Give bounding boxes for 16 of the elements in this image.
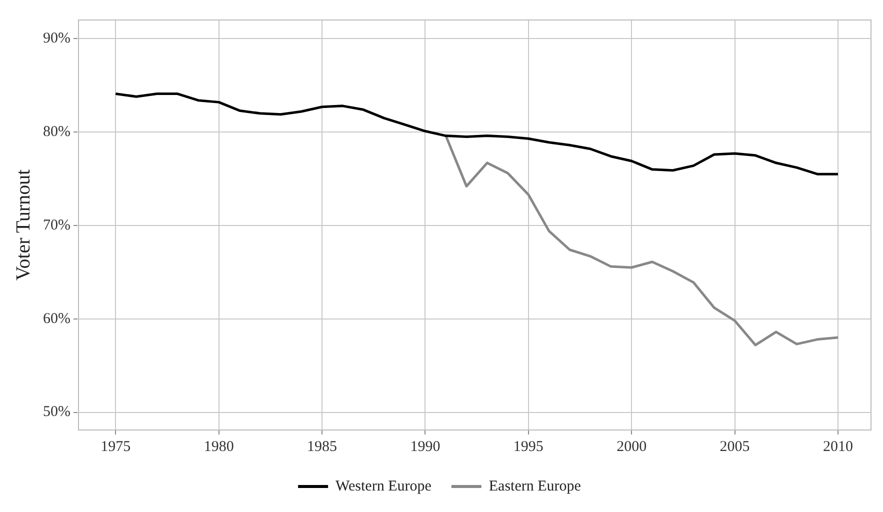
x-tick-label: 1995 (513, 438, 544, 455)
legend-label: Western Europe (336, 478, 432, 494)
legend-label: Eastern Europe (488, 478, 582, 494)
x-tick-label: 1990 (410, 438, 440, 455)
x-tick-label: 1980 (204, 438, 234, 455)
y-tick-label: 90% (42, 30, 70, 47)
y-tick-label: 70% (42, 217, 70, 234)
x-tick-label: 1985 (307, 438, 338, 455)
y-tick-label: 80% (42, 124, 70, 140)
x-tick-label: 2010 (822, 438, 853, 455)
x-tick-label: 2000 (616, 438, 647, 455)
y-axis-title: Voter Turnout (12, 168, 34, 281)
x-tick-label: 1975 (100, 438, 131, 455)
y-tick-label: 50% (42, 404, 70, 420)
x-tick-label: 2005 (720, 438, 750, 455)
y-tick-label: 60% (42, 310, 70, 327)
